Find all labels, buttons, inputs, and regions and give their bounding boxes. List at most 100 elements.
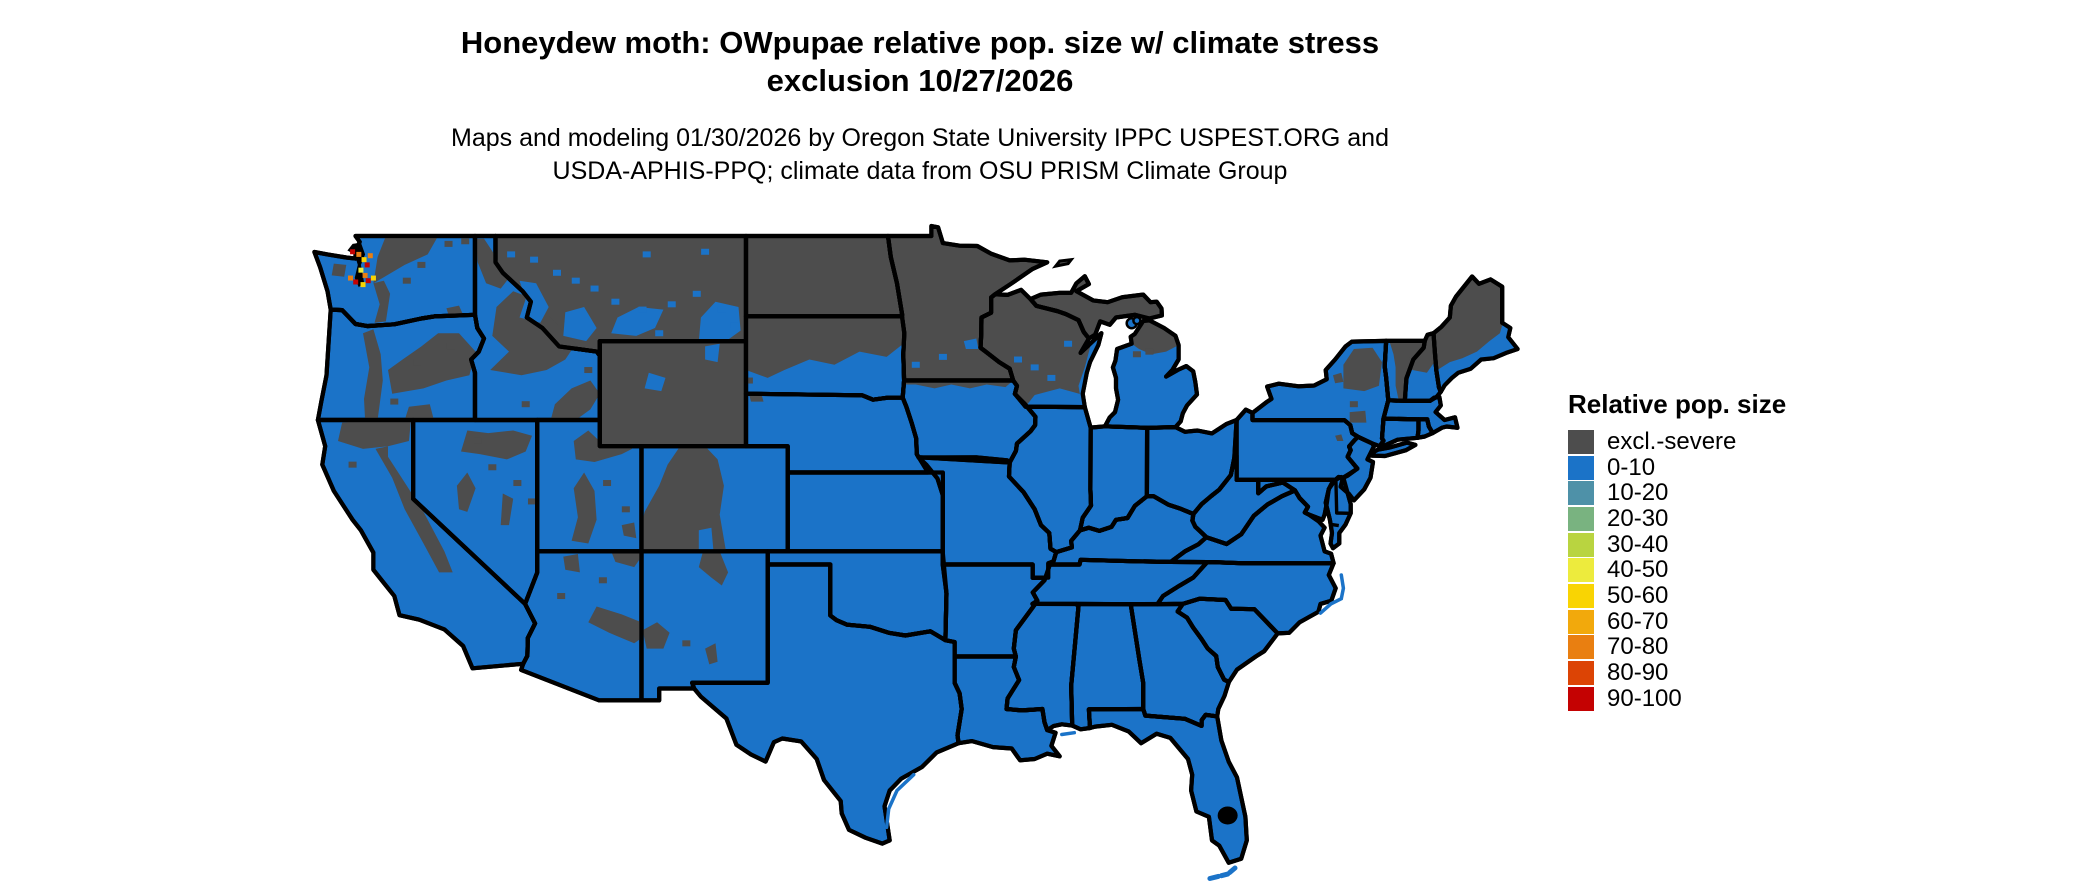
legend-item-label: excl.-severe [1607, 427, 1737, 455]
hotspot-pixel [358, 267, 364, 273]
excluded-speckle [402, 277, 411, 284]
legend-item-label: 80-90 [1607, 659, 1669, 687]
low-pop-area [963, 338, 979, 349]
legend-swatch [1568, 558, 1594, 583]
low-pop-area [563, 307, 597, 342]
state-borders [312, 223, 1520, 865]
hotspot-pixel [360, 282, 366, 288]
excluded-area [331, 263, 347, 277]
subtitle-line-2: USDA-APHIS-PPQ; climate data from OSU PR… [552, 157, 1288, 185]
low-pop-speckle [717, 306, 726, 313]
low-pop-speckle [692, 290, 701, 297]
state-fl [1086, 706, 1249, 865]
hotspot-pixel [365, 278, 371, 284]
legend-item: 30-40 [1568, 530, 1786, 558]
legend-item-label: 50-60 [1607, 581, 1669, 609]
low-pop-speckle [507, 251, 516, 258]
low-pop-area [644, 372, 666, 392]
low-pop-speckle [730, 322, 739, 329]
low-pop-speckle [1014, 356, 1023, 363]
legend-swatch [1568, 583, 1594, 608]
legend-item-label: 70-80 [1607, 633, 1669, 661]
low-pop-speckle [911, 361, 920, 368]
excluded-area [746, 316, 904, 378]
state-nd [743, 233, 905, 319]
excluded-speckle [557, 593, 566, 600]
excluded-speckle [461, 238, 470, 245]
excluded-speckle [488, 464, 497, 471]
barrier-island [1318, 573, 1346, 615]
excluded-speckle [744, 377, 753, 384]
legend-item: 80-90 [1568, 659, 1786, 687]
hotspot-pixel [361, 257, 367, 263]
excluded-area [490, 291, 576, 376]
excluded-speckle [348, 461, 357, 468]
excluded-speckle [621, 506, 630, 513]
excluded-area [1409, 333, 1437, 373]
low-pop-speckle [1047, 374, 1056, 381]
florida-keys [1227, 865, 1238, 875]
excluded-speckle [603, 480, 612, 487]
low-pop-speckle [667, 301, 676, 308]
legend-item-label: 40-50 [1607, 556, 1669, 584]
low-pop-speckle [938, 353, 947, 360]
excluded-area [705, 643, 718, 665]
excluded-area [404, 404, 434, 420]
barrier-island [884, 772, 916, 830]
excluded-area [375, 446, 453, 573]
legend-item: 90-100 [1568, 684, 1786, 712]
excluded-area [373, 236, 439, 284]
hotspot-pixel [364, 262, 370, 268]
excluded-area [1349, 410, 1367, 423]
legend-item: 0-10 [1568, 454, 1786, 481]
excluded-area [461, 430, 532, 460]
excluded-area [338, 420, 411, 449]
legend-item: excl.-severe [1568, 427, 1786, 455]
low-pop-area [698, 301, 741, 342]
excluded-speckle [513, 480, 522, 487]
low-pop-area [611, 307, 664, 336]
excluded-speckle [446, 343, 455, 350]
excluded-area [1343, 347, 1382, 392]
florida-keys [1218, 871, 1231, 879]
excluded-area [456, 472, 476, 512]
excluded-speckle [413, 359, 422, 366]
excluded-speckle [598, 577, 607, 584]
excluded-area [571, 472, 597, 544]
legend: Relative pop. size excl.-severe 0-10 10-20… [1568, 390, 1786, 712]
state-wy [597, 339, 749, 449]
low-pop-speckle [611, 298, 620, 305]
excluded-area [1335, 434, 1344, 441]
lake-island [1132, 315, 1142, 326]
legend-item: 40-50 [1568, 556, 1786, 584]
legend-item-label: 90-100 [1607, 684, 1682, 712]
excluded-area [611, 551, 642, 568]
excluded-speckle [1145, 348, 1154, 355]
legend-item-label: 20-30 [1607, 504, 1669, 532]
excluded-area [588, 606, 642, 644]
legend-item-label: 30-40 [1607, 530, 1669, 558]
state-ks [785, 470, 945, 554]
legend-swatch [1568, 686, 1594, 711]
legend-swatch [1568, 661, 1594, 686]
excluded-speckle [390, 398, 399, 405]
legend-item: 70-80 [1568, 633, 1786, 661]
excluded-area [1130, 320, 1179, 355]
excluded-speckle [444, 240, 453, 247]
florida-keys [1207, 873, 1221, 881]
legend-items: excl.-severe 0-10 10-20 20-30 30-40 40-50 50-6… [1568, 427, 1786, 712]
lake-okeechobee [1217, 806, 1238, 825]
title-line-2: exclusion 10/27/2026 [766, 63, 1074, 98]
hotspot-pixel [347, 275, 353, 281]
excluded-area [641, 446, 726, 552]
excluded-speckle [584, 367, 593, 374]
legend-item: 10-20 [1568, 479, 1786, 506]
legend-swatch [1568, 455, 1594, 480]
low-pop-speckle [1064, 340, 1073, 347]
legend-item: 50-60 [1568, 581, 1786, 609]
excluded-area [363, 329, 383, 420]
excluded-area [500, 493, 514, 526]
legend-swatch [1568, 532, 1594, 557]
